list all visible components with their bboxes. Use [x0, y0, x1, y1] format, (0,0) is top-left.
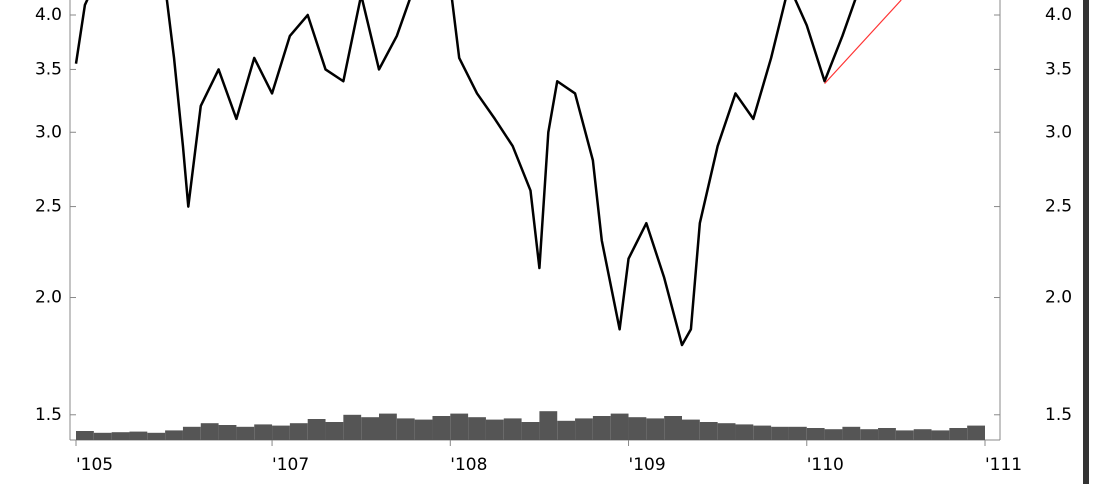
y2-tick-label: 4.0 — [1045, 5, 1072, 25]
y-tick-label: 4.0 — [35, 5, 62, 25]
x-tick-label: '111 — [985, 455, 1022, 475]
y-tick-label: 3.5 — [35, 59, 62, 79]
volume-bar — [860, 429, 879, 440]
volume-bar — [325, 422, 344, 440]
volume-bar — [218, 425, 237, 440]
window-edge — [1083, 0, 1089, 484]
volume-bar — [842, 426, 861, 440]
price-line — [824, 0, 902, 85]
x-tick-label: '110 — [807, 455, 844, 475]
volume-bar — [895, 430, 914, 440]
volume-bar — [788, 426, 807, 440]
plot-area — [74, 0, 985, 440]
volume-bar — [111, 432, 130, 440]
volume-bar — [379, 413, 397, 440]
volume-bar — [165, 430, 183, 440]
volume-bar — [575, 418, 593, 440]
x-tick-label: '105 — [76, 455, 113, 475]
volume-bar — [396, 418, 415, 440]
volume-bar — [824, 429, 843, 440]
volume-bar — [913, 429, 932, 440]
volume-bar — [539, 411, 558, 440]
volume-bar — [592, 416, 611, 440]
volume-bar — [236, 426, 255, 440]
volume-bar — [414, 419, 433, 440]
volume-bar — [610, 413, 629, 440]
y2-tick-label: 3.0 — [1045, 122, 1072, 142]
volume-bar — [147, 432, 166, 440]
volume-bar — [664, 416, 682, 440]
x-tick-label: '107 — [272, 455, 309, 475]
volume-bar — [129, 431, 148, 440]
volume-bar — [361, 417, 379, 440]
volume-bar — [200, 423, 219, 440]
volume-bar — [289, 423, 308, 440]
volume-bar — [806, 428, 825, 440]
y-tick-label: 2.5 — [35, 197, 62, 217]
volume-bar — [485, 419, 504, 440]
volume-bar — [76, 431, 94, 440]
x-tick-label: '109 — [629, 455, 666, 475]
y-tick-label: 2.0 — [35, 288, 62, 308]
y2-tick-label: 2.0 — [1045, 288, 1072, 308]
volume-bar — [735, 424, 754, 440]
volume-bar — [878, 428, 896, 440]
y2-tick-label: 3.5 — [1045, 59, 1072, 79]
volume-bar — [272, 425, 290, 440]
volume-bar — [93, 432, 112, 440]
volume-bar — [931, 430, 950, 440]
volume-bar — [628, 417, 647, 440]
volume-bar — [753, 425, 772, 440]
y2-tick-label: 2.5 — [1045, 197, 1072, 217]
price-line — [74, 0, 857, 347]
y2-tick-label: 1.5 — [1045, 405, 1072, 425]
volume-bar — [557, 420, 576, 440]
volume-bar — [967, 425, 985, 440]
volume-bar — [450, 413, 469, 440]
volume-bar — [699, 422, 718, 440]
y-tick-label: 1.5 — [35, 405, 62, 425]
volume-bar — [949, 428, 968, 440]
volume-bar — [521, 422, 540, 440]
volume-bar — [503, 418, 522, 440]
volume-bar — [343, 414, 362, 440]
volume-bar — [717, 423, 736, 440]
volume-bar — [468, 417, 486, 440]
volume-bar — [432, 416, 451, 440]
y-tick-label: 3.0 — [35, 122, 62, 142]
volume-bar — [646, 418, 665, 440]
volume-bar — [682, 419, 700, 440]
volume-bar — [182, 426, 201, 440]
volume-bar — [771, 426, 789, 440]
volume-bar — [307, 419, 326, 440]
volume-bar — [254, 424, 273, 440]
x-tick-label: '108 — [450, 455, 487, 475]
